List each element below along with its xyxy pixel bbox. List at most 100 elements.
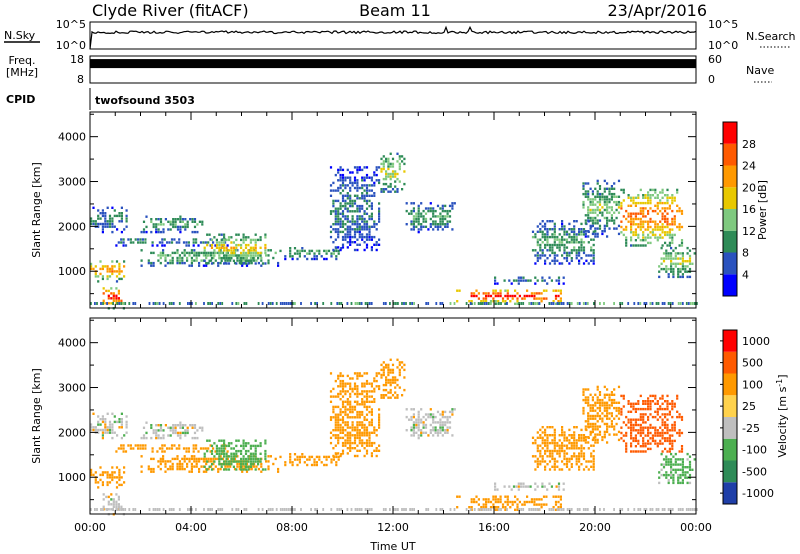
velocity-cell [575,455,578,458]
power-cell [561,238,564,241]
power-cell [341,243,345,246]
power-cell [101,277,104,281]
power-cell [176,218,180,221]
power-cell [339,220,342,223]
colorbar-swatch [723,417,737,439]
velocity-cell [558,434,561,437]
power-cell [113,270,116,273]
velocity-cell [533,503,536,506]
power-cell [427,209,430,213]
velocity-cell [212,467,215,471]
velocity-cell [115,505,118,508]
power-cell [274,251,277,255]
power-cell [546,233,549,236]
power-cell [561,222,564,226]
velocity-cell [351,441,354,445]
velocity-cell [630,423,633,427]
power-cell [365,238,369,241]
power-cell [221,251,225,255]
power-cell [365,212,369,215]
power-cell [643,302,646,305]
velocity-cell [592,468,595,471]
velocity-cell [373,431,376,434]
velocity-cell [92,412,95,415]
power-cell [323,249,326,253]
power-cell [482,300,485,303]
power-cell [361,179,364,182]
power-cell [644,215,647,218]
velocity-cell [247,455,250,458]
velocity-cell [125,415,128,418]
velocity-cell [681,458,684,461]
velocity-cell [558,444,561,447]
power-cell [257,238,260,242]
velocity-cell [582,388,585,391]
power-cell [115,299,118,302]
colorbar-swatch [723,187,737,209]
velocity-cell [565,457,569,461]
velocity-cell [235,452,238,455]
power-cell [242,251,245,255]
power-cell [202,254,205,257]
velocity-cell [603,414,606,418]
velocity-cell [254,455,257,458]
power-cell [432,207,435,210]
power-cell [637,212,640,215]
velocity-cell [208,439,211,442]
power-cell [365,233,369,236]
velocity-cell [672,463,675,466]
nsky-tick-top: 10^5 [56,18,86,31]
power-cell [169,228,172,231]
velocity-cell [568,468,571,471]
power-cell [603,227,606,230]
velocity-cell [417,418,420,421]
power-cell [152,223,155,226]
nsky-tick-bottom: 10^0 [56,39,86,52]
velocity-cell [587,422,590,426]
power-cell [642,231,645,234]
power-cell [356,168,359,172]
velocity-cell [353,400,357,403]
power-cell [231,254,234,257]
velocity-cell [674,463,677,466]
power-cell [264,251,267,255]
power-cell [391,188,395,191]
power-cell [589,219,592,222]
power-cell [358,230,361,234]
power-cell [606,195,609,198]
velocity-cell [120,508,123,511]
power-cell [534,262,537,265]
power-cell [207,261,210,265]
colorbar-swatch [723,274,737,296]
power-cell [174,220,177,223]
velocity-cell [587,404,590,407]
power-cell [147,259,150,262]
power-cell [254,254,257,257]
power-cell [318,252,321,255]
velocity-cell [155,431,158,435]
power-cell [169,259,172,262]
velocity-cell [224,460,227,463]
power-cell [236,259,239,262]
velocity-cell [632,423,635,427]
velocity-cell [666,426,669,429]
power-cell [261,262,265,265]
power-cell [557,282,561,285]
velocity-cell [310,455,314,459]
power-cell [515,279,518,282]
power-cell [365,184,369,187]
velocity-cell [541,441,544,445]
velocity-cell [553,468,556,471]
power-cell [237,254,240,257]
power-cell [661,223,664,226]
power-cell [370,204,373,208]
velocity-cell [668,442,671,445]
power-cell [220,246,223,249]
power-cell [671,233,674,237]
power-cell [313,252,316,255]
velocity-cell [349,441,352,445]
power-cell [620,220,623,223]
velocity-cell [499,498,502,501]
power-cell [178,254,181,257]
velocity-cell [178,467,181,471]
